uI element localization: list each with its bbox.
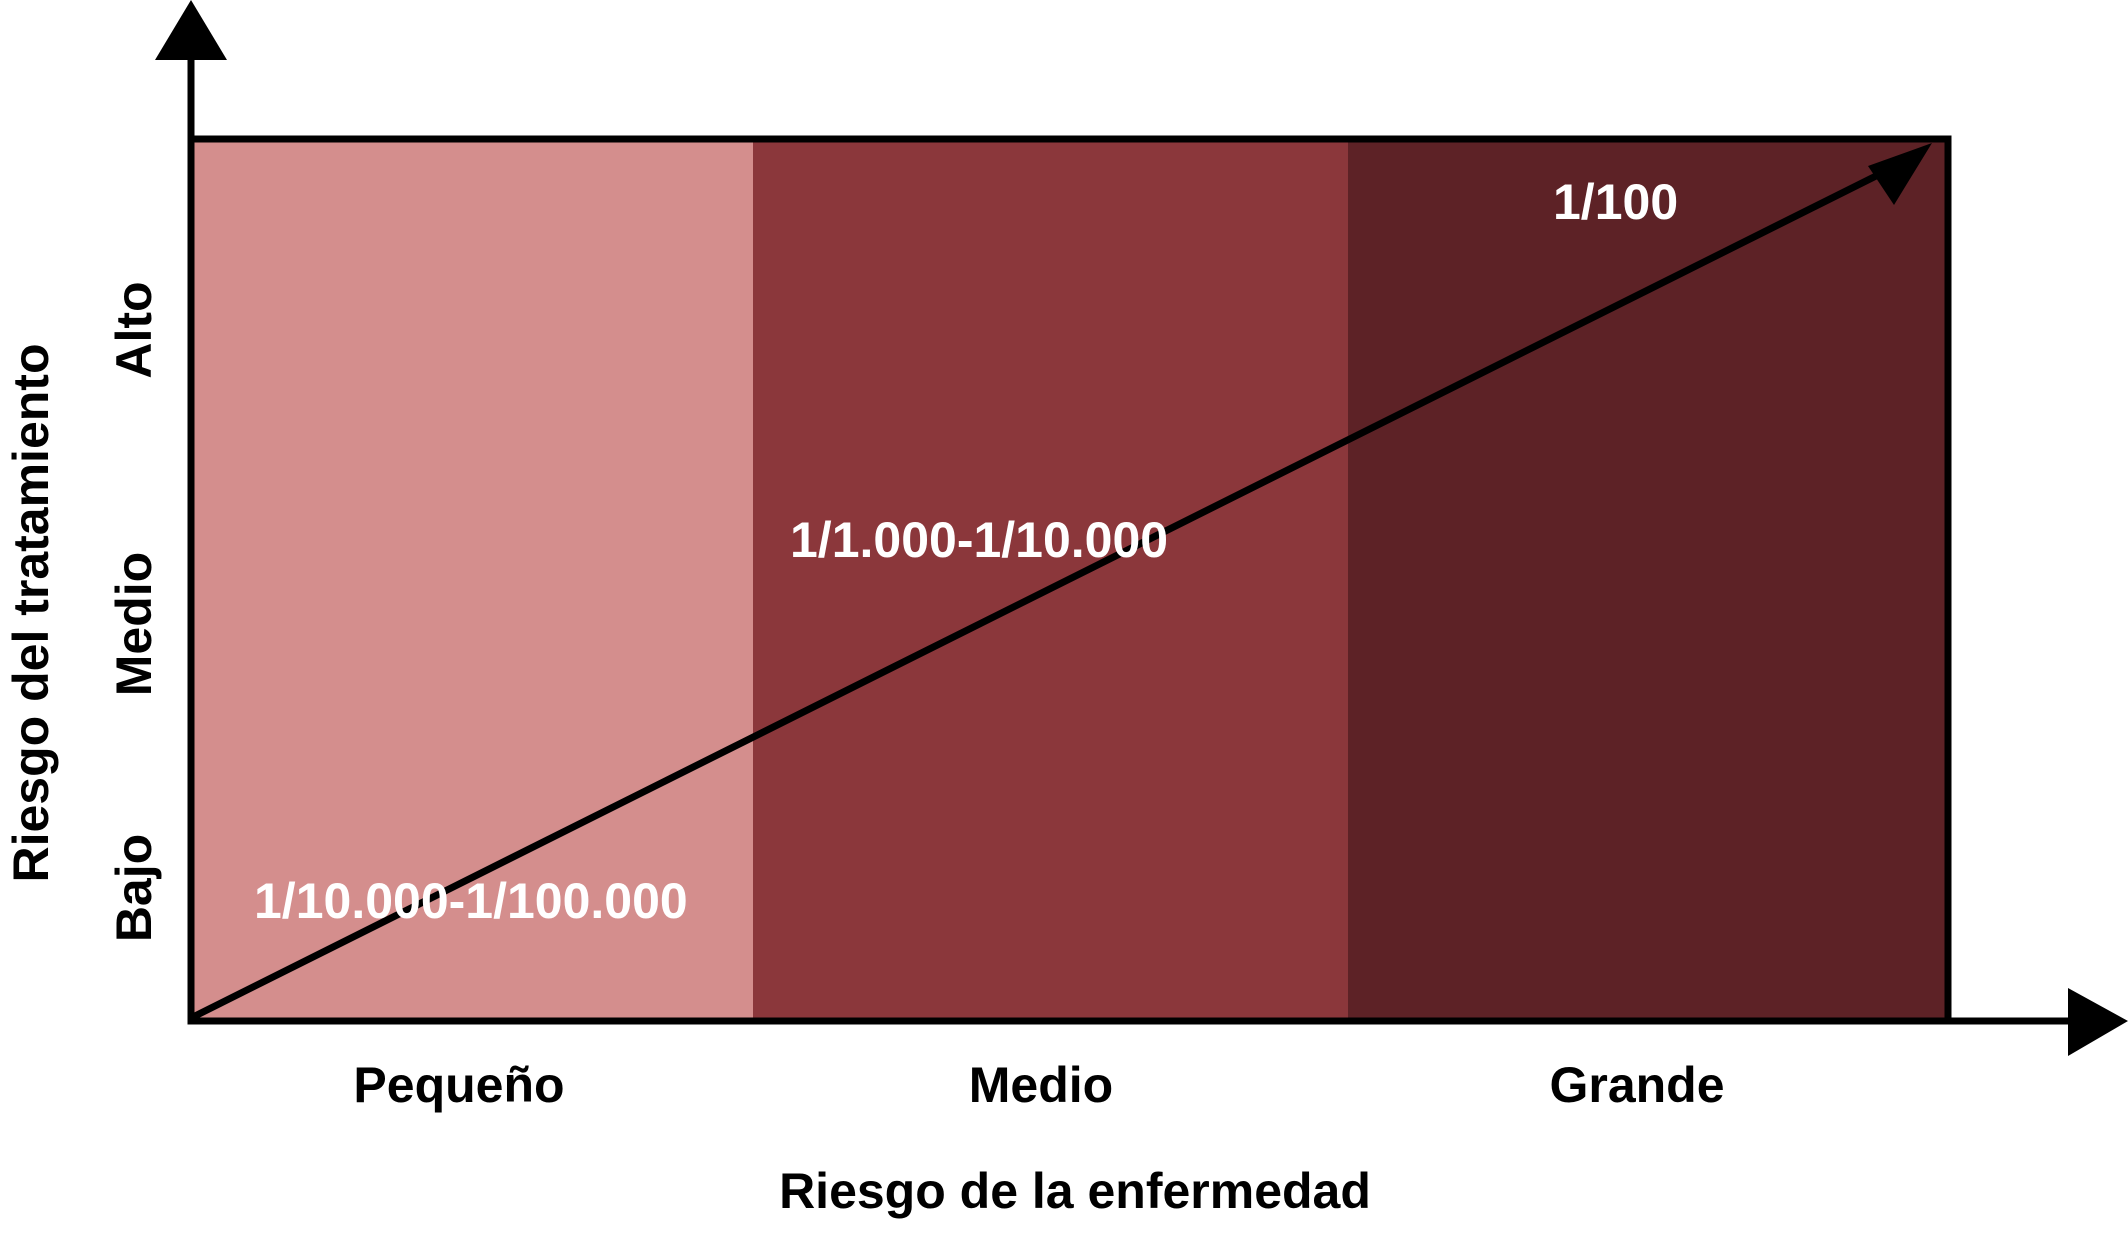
x-category-medium: Medio: [969, 1057, 1113, 1113]
x-axis-arrowhead: [2068, 988, 2128, 1056]
y-axis-title: Riesgo del tratamiento: [3, 344, 59, 883]
diagonal-arrow-line: [189, 160, 1902, 1022]
band-large: [1348, 139, 1948, 1021]
zone-label-high: 1/100: [1553, 174, 1678, 230]
zone-label-medium: 1/1.000-1/10.000: [790, 512, 1168, 568]
diagonal-arrowhead: [1868, 143, 1932, 205]
x-category-large: Grande: [1549, 1057, 1724, 1113]
x-category-small: Pequeño: [353, 1057, 564, 1113]
y-category-low: Bajo: [106, 834, 162, 942]
y-category-medium: Medio: [106, 552, 162, 696]
x-axis-title: Riesgo de la enfermedad: [779, 1163, 1371, 1219]
y-axis-arrowhead: [155, 0, 227, 60]
band-medium: [753, 139, 1348, 1021]
y-category-high: Alto: [106, 281, 162, 378]
zone-label-low: 1/10.000-1/100.000: [254, 873, 688, 929]
